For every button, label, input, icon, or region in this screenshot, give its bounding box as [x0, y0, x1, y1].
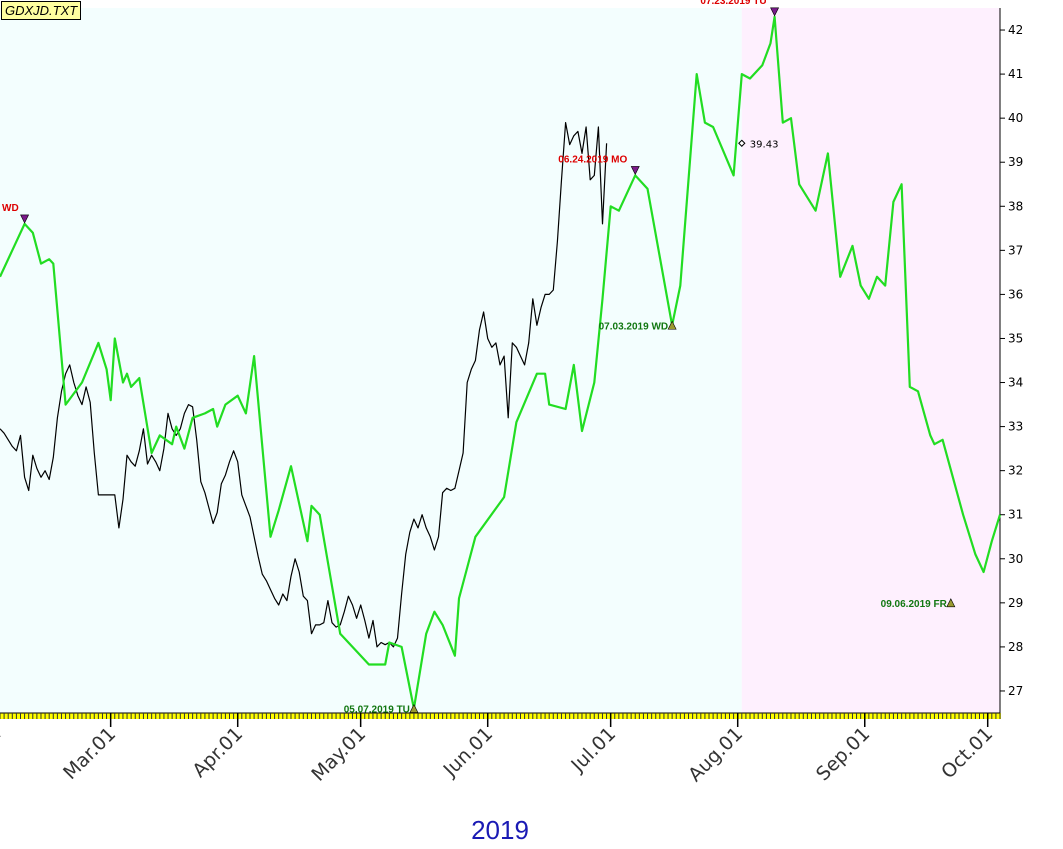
y-tick-label: 35 [1008, 331, 1023, 345]
peak-label: 06.24.2019 MO [558, 154, 627, 165]
y-tick-label: 36 [1008, 287, 1023, 301]
last-price-marker [738, 139, 746, 147]
y-tick-label: 30 [1008, 552, 1023, 566]
trough-label: 09.06.2019 FR [881, 599, 948, 610]
x-tick-label: May.01 [307, 723, 370, 786]
y-tick-label: 29 [1008, 596, 1023, 610]
y-tick-label: 31 [1008, 508, 1023, 522]
x-tick-label: Mar.01 [59, 723, 120, 784]
y-tick-label: 37 [1008, 243, 1023, 257]
last-price-label: 39.43 [750, 139, 779, 150]
x-tick-label: Jul.01 [566, 723, 620, 777]
history-background [0, 8, 742, 713]
y-tick-label: 40 [1008, 111, 1023, 125]
trough-marker-icon [409, 703, 419, 713]
annotation-layer: WD 06.24.2019 MO 07.23.2019 TU 07.03.2019 W… [2, 0, 956, 716]
trough-label: 05.07.2019 TU [344, 705, 410, 716]
forecast-series-line [0, 15, 1002, 710]
y-tick-label: 39 [1008, 155, 1023, 169]
y-tick-label: 42 [1008, 23, 1023, 37]
y-tick-label: 38 [1008, 199, 1023, 213]
peak-label: 07.23.2019 TU [700, 0, 766, 7]
series-layer: 39.43 [0, 15, 1002, 710]
forecast-background [741, 8, 1000, 713]
trough-label: 07.03.2019 WD [599, 321, 669, 332]
y-tick-label: 34 [1008, 376, 1023, 390]
year-label: 2019 [471, 815, 529, 845]
trough-marker-icon [667, 320, 677, 330]
x-tick-label: Apr.01 [188, 723, 247, 782]
peak-marker-icon [770, 7, 780, 17]
y-tick-label: 32 [1008, 464, 1023, 478]
x-tick-label: Sep.01 [812, 723, 874, 785]
x-tick-label: .01 [0, 723, 5, 760]
peak-label: WD [2, 203, 19, 214]
price-series-line [0, 122, 608, 648]
peak-marker-icon [20, 214, 30, 224]
y-tick-label: 27 [1008, 684, 1023, 698]
trough-marker-icon [946, 598, 956, 608]
y-tick-label: 33 [1008, 420, 1023, 434]
x-tick-label: Oct.01 [937, 723, 997, 783]
y-tick-label: 41 [1008, 67, 1023, 81]
x-tick-label: Aug.01 [684, 723, 747, 786]
peak-marker-icon [630, 166, 640, 176]
file-name-label: GDXJD.TXT [1, 1, 82, 20]
y-tick-label: 28 [1008, 640, 1023, 654]
x-tick-label: Jun.01 [439, 723, 498, 782]
